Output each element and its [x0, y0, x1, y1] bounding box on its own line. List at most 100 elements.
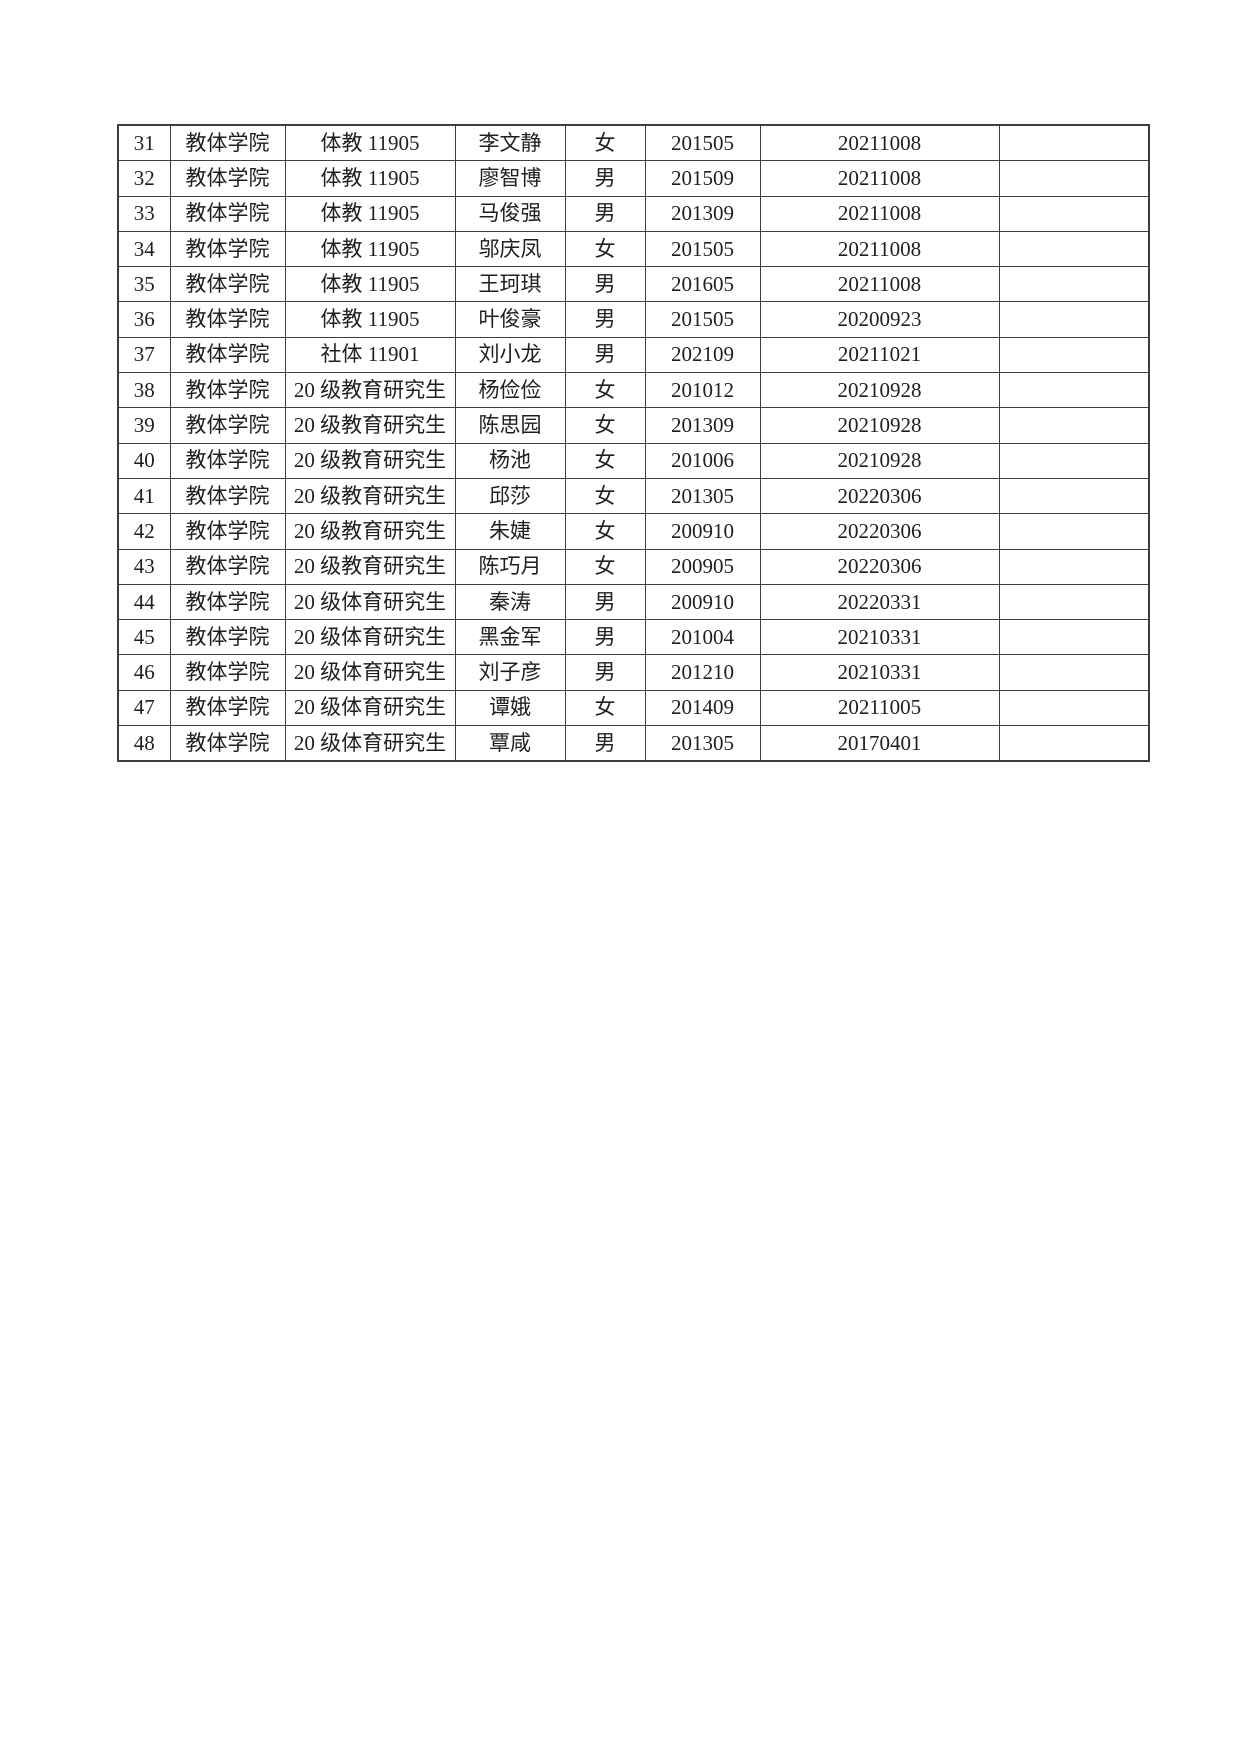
cell-class: 体教 11905 — [284, 160, 456, 197]
cell-class: 20 级教育研究生 — [284, 477, 456, 515]
cell-college: 教体学院 — [169, 619, 286, 656]
cell-row-number: 35 — [117, 266, 171, 303]
cell-date: 20211008 — [759, 160, 1000, 197]
cell-code: 200905 — [644, 548, 761, 585]
cell-code: 201505 — [644, 124, 761, 162]
student-roster-table: 31 教体学院 体教 11905 李文静 女 201505 20211008 3… — [117, 124, 1150, 763]
cell-student-name: 刘小龙 — [454, 336, 566, 374]
cell-blank — [998, 689, 1150, 727]
cell-code: 201006 — [644, 442, 761, 479]
cell-code: 201505 — [644, 230, 761, 268]
cell-date: 20210928 — [759, 442, 1000, 479]
cell-college: 教体学院 — [169, 583, 286, 621]
cell-class: 20 级体育研究生 — [284, 583, 456, 621]
cell-row-number: 44 — [117, 583, 171, 621]
cell-row-number: 42 — [117, 513, 171, 550]
cell-gender: 男 — [564, 160, 646, 197]
cell-row-number: 31 — [117, 124, 171, 162]
cell-blank — [998, 195, 1150, 232]
cell-gender: 男 — [564, 654, 646, 691]
cell-student-name: 邱莎 — [454, 477, 566, 515]
cell-gender: 女 — [564, 407, 646, 444]
table-row: 32 教体学院 体教 11905 廖智博 男 201509 20211008 — [117, 160, 1150, 197]
cell-row-number: 39 — [117, 407, 171, 444]
cell-row-number: 46 — [117, 654, 171, 691]
cell-student-name: 廖智博 — [454, 160, 566, 197]
cell-row-number: 47 — [117, 689, 171, 727]
cell-row-number: 40 — [117, 442, 171, 479]
cell-code: 201509 — [644, 160, 761, 197]
cell-date: 20170401 — [759, 725, 1000, 762]
table-row: 41 教体学院 20 级教育研究生 邱莎 女 201305 20220306 — [117, 477, 1150, 515]
cell-gender: 男 — [564, 619, 646, 656]
cell-student-name: 邬庆凤 — [454, 230, 566, 268]
cell-college: 教体学院 — [169, 442, 286, 479]
cell-class: 20 级体育研究生 — [284, 619, 456, 656]
cell-college: 教体学院 — [169, 477, 286, 515]
cell-row-number: 38 — [117, 372, 171, 409]
cell-date: 20211008 — [759, 230, 1000, 268]
cell-class: 体教 11905 — [284, 124, 456, 162]
cell-code: 201605 — [644, 266, 761, 303]
cell-gender: 女 — [564, 477, 646, 515]
cell-college: 教体学院 — [169, 266, 286, 303]
cell-gender: 女 — [564, 372, 646, 409]
cell-class: 20 级体育研究生 — [284, 689, 456, 727]
table-row: 38 教体学院 20 级教育研究生 杨俭俭 女 201012 20210928 — [117, 372, 1150, 409]
cell-class: 20 级教育研究生 — [284, 442, 456, 479]
cell-student-name: 陈巧月 — [454, 548, 566, 585]
cell-row-number: 45 — [117, 619, 171, 656]
table-row: 40 教体学院 20 级教育研究生 杨池 女 201006 20210928 — [117, 442, 1150, 479]
cell-date: 20220306 — [759, 513, 1000, 550]
table-row: 44 教体学院 20 级体育研究生 秦涛 男 200910 20220331 — [117, 583, 1150, 621]
cell-blank — [998, 548, 1150, 585]
table-row: 36 教体学院 体教 11905 叶俊豪 男 201505 20200923 — [117, 301, 1150, 338]
cell-code: 200910 — [644, 513, 761, 550]
cell-college: 教体学院 — [169, 689, 286, 727]
cell-date: 20220306 — [759, 477, 1000, 515]
table-row: 47 教体学院 20 级体育研究生 谭娥 女 201409 20211005 — [117, 689, 1150, 727]
table-row: 45 教体学院 20 级体育研究生 黑金军 男 201004 20210331 — [117, 619, 1150, 656]
table-row: 35 教体学院 体教 11905 王珂琪 男 201605 20211008 — [117, 266, 1150, 303]
cell-date: 20220306 — [759, 548, 1000, 585]
cell-student-name: 杨池 — [454, 442, 566, 479]
cell-code: 201012 — [644, 372, 761, 409]
cell-date: 20220331 — [759, 583, 1000, 621]
cell-college: 教体学院 — [169, 407, 286, 444]
cell-blank — [998, 654, 1150, 691]
cell-college: 教体学院 — [169, 336, 286, 374]
cell-class: 社体 11901 — [284, 336, 456, 374]
cell-class: 20 级教育研究生 — [284, 513, 456, 550]
cell-blank — [998, 442, 1150, 479]
cell-class: 20 级教育研究生 — [284, 372, 456, 409]
cell-gender: 女 — [564, 513, 646, 550]
cell-row-number: 36 — [117, 301, 171, 338]
cell-code: 201309 — [644, 195, 761, 232]
table-row: 48 教体学院 20 级体育研究生 覃咸 男 201305 20170401 — [117, 725, 1150, 762]
cell-class: 体教 11905 — [284, 230, 456, 268]
cell-row-number: 33 — [117, 195, 171, 232]
cell-code: 202109 — [644, 336, 761, 374]
table-row: 31 教体学院 体教 11905 李文静 女 201505 20211008 — [117, 124, 1150, 162]
cell-row-number: 43 — [117, 548, 171, 585]
cell-date: 20210928 — [759, 372, 1000, 409]
cell-gender: 男 — [564, 266, 646, 303]
cell-date: 20210331 — [759, 619, 1000, 656]
cell-row-number: 37 — [117, 336, 171, 374]
cell-date: 20211008 — [759, 195, 1000, 232]
table-row: 39 教体学院 20 级教育研究生 陈思园 女 201309 20210928 — [117, 407, 1150, 444]
cell-blank — [998, 336, 1150, 374]
cell-college: 教体学院 — [169, 654, 286, 691]
cell-blank — [998, 513, 1150, 550]
cell-student-name: 陈思园 — [454, 407, 566, 444]
cell-college: 教体学院 — [169, 548, 286, 585]
table-row: 43 教体学院 20 级教育研究生 陈巧月 女 200905 20220306 — [117, 548, 1150, 585]
table-row: 34 教体学院 体教 11905 邬庆凤 女 201505 20211008 — [117, 230, 1150, 268]
cell-date: 20211008 — [759, 124, 1000, 162]
cell-code: 201305 — [644, 477, 761, 515]
cell-class: 20 级教育研究生 — [284, 407, 456, 444]
cell-gender: 男 — [564, 195, 646, 232]
cell-gender: 男 — [564, 725, 646, 762]
cell-date: 20210928 — [759, 407, 1000, 444]
